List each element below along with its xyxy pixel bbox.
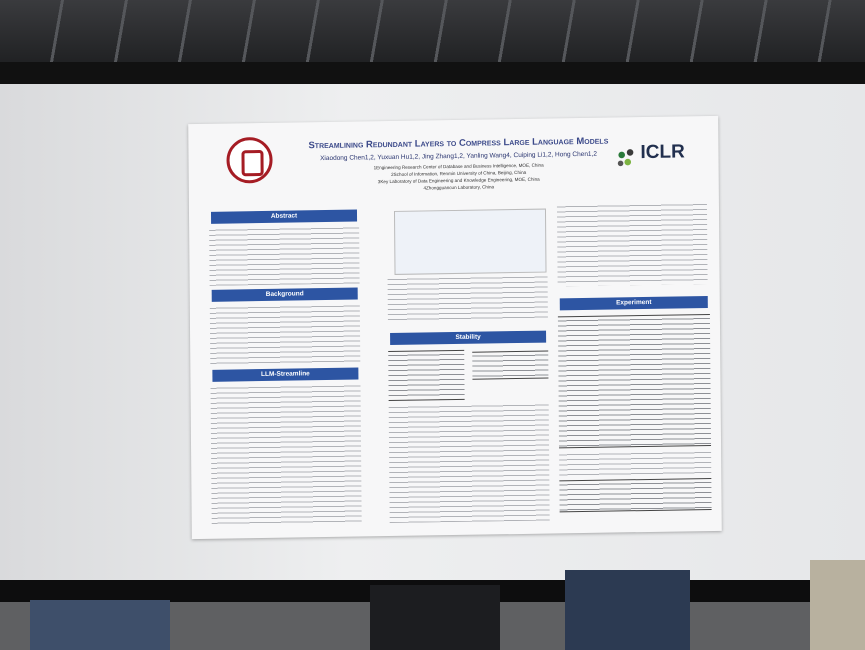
table xyxy=(472,350,549,380)
conference-logo: ICLR xyxy=(640,141,685,164)
section-header: LLM-Streamline xyxy=(212,367,359,382)
table xyxy=(557,313,712,449)
text-block xyxy=(388,402,550,524)
frame xyxy=(0,62,865,84)
text-block xyxy=(559,449,712,477)
table xyxy=(559,477,712,513)
poster-title: Streamlining Redundant Layers to Compres… xyxy=(308,135,609,152)
text-block xyxy=(209,225,360,286)
university-seal xyxy=(226,136,273,184)
text-block xyxy=(209,303,361,366)
poster: Streamlining Redundant Layers to Compres… xyxy=(188,115,722,540)
authors: Xiaodong Chen1,2, Yuxuan Hu1,2, Jing Zha… xyxy=(320,150,597,163)
person xyxy=(565,570,690,650)
text-block xyxy=(556,202,708,287)
logo-icon xyxy=(614,145,639,170)
section-header: Background xyxy=(211,287,358,302)
person xyxy=(370,585,500,650)
table xyxy=(388,349,465,402)
section-header: Stability xyxy=(390,330,547,346)
figure xyxy=(393,208,547,275)
person xyxy=(30,600,170,650)
text-block xyxy=(387,274,548,324)
section-header: Experiment xyxy=(559,296,708,311)
ceiling xyxy=(0,0,865,66)
section-header: Abstract xyxy=(210,209,358,224)
person xyxy=(810,560,865,650)
text-block xyxy=(210,383,362,526)
